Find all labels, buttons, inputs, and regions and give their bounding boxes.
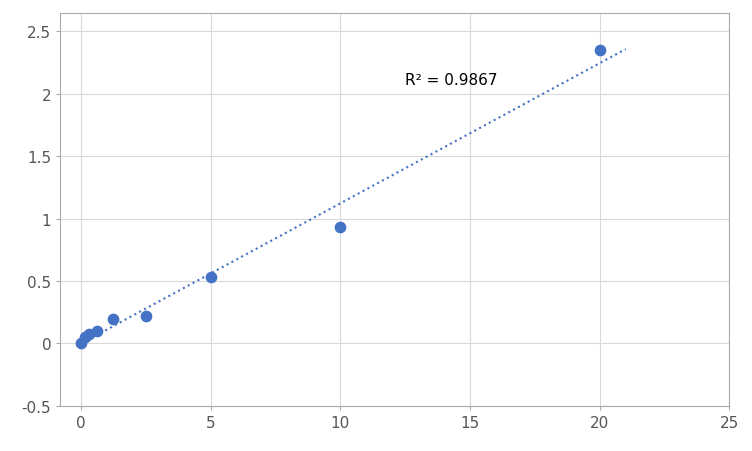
Point <box>140 313 152 320</box>
Point <box>91 327 103 335</box>
Point <box>79 334 91 341</box>
Point <box>335 224 347 231</box>
Point <box>75 340 87 347</box>
Text: R² = 0.9867: R² = 0.9867 <box>405 73 498 87</box>
Point <box>83 330 95 337</box>
Point <box>594 47 606 55</box>
Point <box>108 316 120 323</box>
Point <box>205 274 217 281</box>
